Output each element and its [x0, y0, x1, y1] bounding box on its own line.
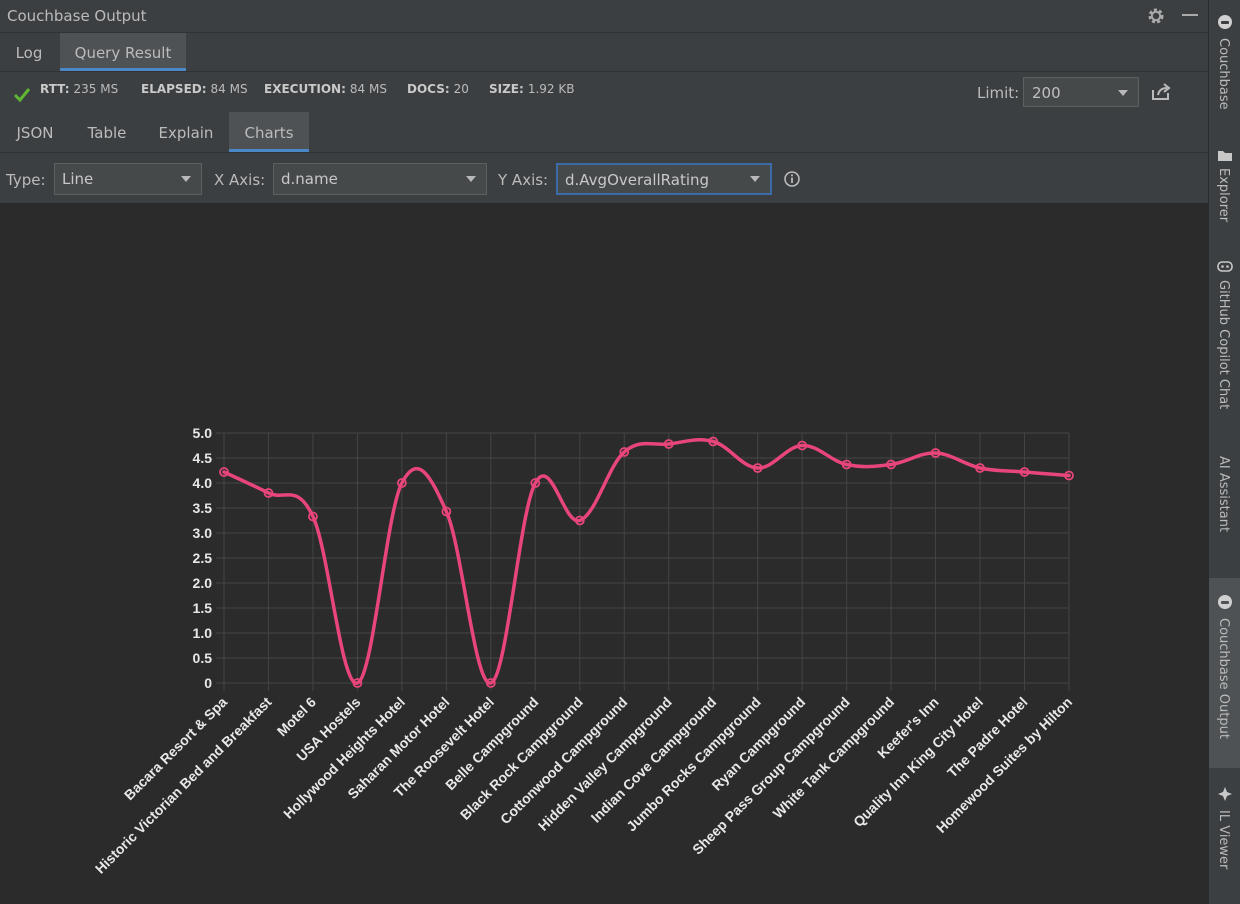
- sidebar-item-ai-assistant[interactable]: AI Assistant: [1209, 450, 1240, 570]
- data-point[interactable]: [1064, 470, 1074, 481]
- tab-charts[interactable]: Charts: [229, 112, 309, 152]
- series-line: [222, 438, 1071, 685]
- chevron-down-icon: [750, 176, 760, 182]
- output-panel: Couchbase Output Log Query Result RTT: 23…: [0, 0, 1208, 904]
- data-point[interactable]: [708, 436, 719, 447]
- folder-icon: [1218, 151, 1232, 161]
- limit-value: 200: [1032, 84, 1061, 102]
- x-tick-label: The Padre Hotel: [944, 694, 1031, 781]
- data-point[interactable]: [263, 488, 274, 498]
- sidebar-item-couchbase-output[interactable]: Couchbase Output: [1209, 578, 1240, 768]
- y-axis-select[interactable]: d.AvgOverallRating: [556, 163, 772, 195]
- data-point[interactable]: [441, 506, 452, 517]
- stats-bar: [0, 72, 1208, 112]
- data-point[interactable]: [663, 439, 674, 449]
- sidebar-item-copilot-chat[interactable]: GitHub Copilot Chat: [1209, 252, 1240, 432]
- gear-icon[interactable]: [1146, 6, 1166, 26]
- series-points: [219, 436, 1074, 688]
- x-axis-label: X Axis:: [214, 171, 266, 189]
- stat-docs: DOCS: 20: [407, 82, 469, 96]
- data-point[interactable]: [752, 463, 763, 473]
- y-tick-label: 4.5: [193, 450, 213, 466]
- data-point[interactable]: [619, 447, 630, 457]
- type-select[interactable]: Line: [54, 163, 202, 195]
- y-axis-ticks: 0 0.5 1.0 1.5 2.0 2.5 3.0 3.5 4.0 4.5 5.0: [193, 425, 213, 691]
- chevron-down-icon: [1118, 90, 1128, 96]
- check-icon: [13, 88, 31, 103]
- y-tick-label: 0: [204, 675, 212, 691]
- data-point[interactable]: [797, 440, 808, 451]
- y-tick-label: 2.0: [193, 575, 213, 591]
- chevron-down-icon: [466, 176, 476, 182]
- couchbase-icon: [1218, 595, 1232, 609]
- line-chart: 0 0.5 1.0 1.5 2.0 2.5 3.0 3.5 4.0 4.5 5.0 Bacara R…: [92, 425, 1075, 877]
- tab-log[interactable]: Log: [15, 44, 43, 62]
- couchbase-icon: [1218, 15, 1232, 29]
- data-point[interactable]: [574, 515, 585, 526]
- tab-json[interactable]: JSON: [16, 124, 54, 142]
- data-point[interactable]: [1019, 467, 1030, 477]
- data-point[interactable]: [841, 459, 852, 470]
- limit-label: Limit:: [977, 84, 1020, 102]
- data-point[interactable]: [396, 478, 407, 488]
- sidebar-item-couchbase[interactable]: Couchbase: [1209, 0, 1240, 120]
- output-tabs: Log Query Result: [0, 33, 1208, 72]
- info-icon[interactable]: [783, 170, 801, 188]
- type-label: Type:: [6, 171, 46, 189]
- chevron-down-icon: [181, 176, 191, 182]
- y-tick-label: 5.0: [193, 425, 213, 441]
- sidebar-item-explorer[interactable]: Explorer: [1209, 140, 1240, 240]
- right-tool-sidebar: Couchbase Explorer GitHub Copilot Chat A…: [1208, 0, 1240, 904]
- x-tick-label: Sheep Pass Group Campground: [689, 694, 853, 858]
- tab-query-result[interactable]: Query Result: [60, 33, 186, 71]
- data-point[interactable]: [219, 467, 229, 477]
- y-tick-label: 4.0: [193, 475, 213, 491]
- y-axis-label: Y Axis:: [498, 171, 549, 189]
- data-point[interactable]: [485, 678, 496, 688]
- il-viewer-icon: [1218, 787, 1232, 801]
- result-tabs: JSON Table Explain Charts: [0, 112, 1208, 153]
- data-point[interactable]: [352, 678, 363, 688]
- data-point[interactable]: [930, 448, 941, 458]
- tab-table[interactable]: Table: [87, 124, 127, 142]
- data-point[interactable]: [886, 459, 897, 470]
- x-tick-label: Historic Victorian Bed and Breakfast: [92, 694, 275, 877]
- chart-area: 0 0.5 1.0 1.5 2.0 2.5 3.0 3.5 4.0 4.5 5.0 Bacara R…: [0, 203, 1208, 904]
- data-point[interactable]: [308, 511, 318, 522]
- chart-grid: [216, 432, 1070, 691]
- panel-title: Couchbase Output: [7, 7, 147, 25]
- minimize-icon[interactable]: [1182, 14, 1198, 16]
- limit-select[interactable]: 200: [1023, 77, 1139, 107]
- y-axis-value: d.AvgOverallRating: [565, 171, 710, 189]
- y-tick-label: 0.5: [193, 650, 213, 666]
- export-icon[interactable]: [1150, 82, 1172, 102]
- data-point[interactable]: [530, 478, 541, 488]
- type-value: Line: [62, 170, 94, 188]
- panel-titlebar: Couchbase Output: [0, 0, 1208, 33]
- y-tick-label: 1.0: [193, 625, 213, 641]
- data-point[interactable]: [975, 463, 985, 473]
- y-tick-label: 3.5: [193, 500, 213, 516]
- stat-rtt: RTT: 235 MS: [40, 82, 119, 96]
- y-tick-label: 1.5: [193, 600, 213, 616]
- x-axis-select[interactable]: d.name: [273, 163, 487, 195]
- stat-elapsed: ELAPSED: 84 MS: [141, 82, 248, 96]
- stat-size: SIZE: 1.92 KB: [489, 82, 575, 96]
- x-axis-value: d.name: [281, 170, 338, 188]
- stat-execution: EXECUTION: 84 MS: [264, 82, 387, 96]
- ai-assistant-label: AI Assistant: [1216, 456, 1231, 533]
- sidebar-item-il-viewer[interactable]: IL Viewer: [1209, 780, 1240, 890]
- y-tick-label: 2.5: [193, 550, 213, 566]
- y-tick-label: 3.0: [193, 525, 213, 541]
- copilot-icon: [1217, 261, 1233, 272]
- tab-explain[interactable]: Explain: [158, 124, 214, 142]
